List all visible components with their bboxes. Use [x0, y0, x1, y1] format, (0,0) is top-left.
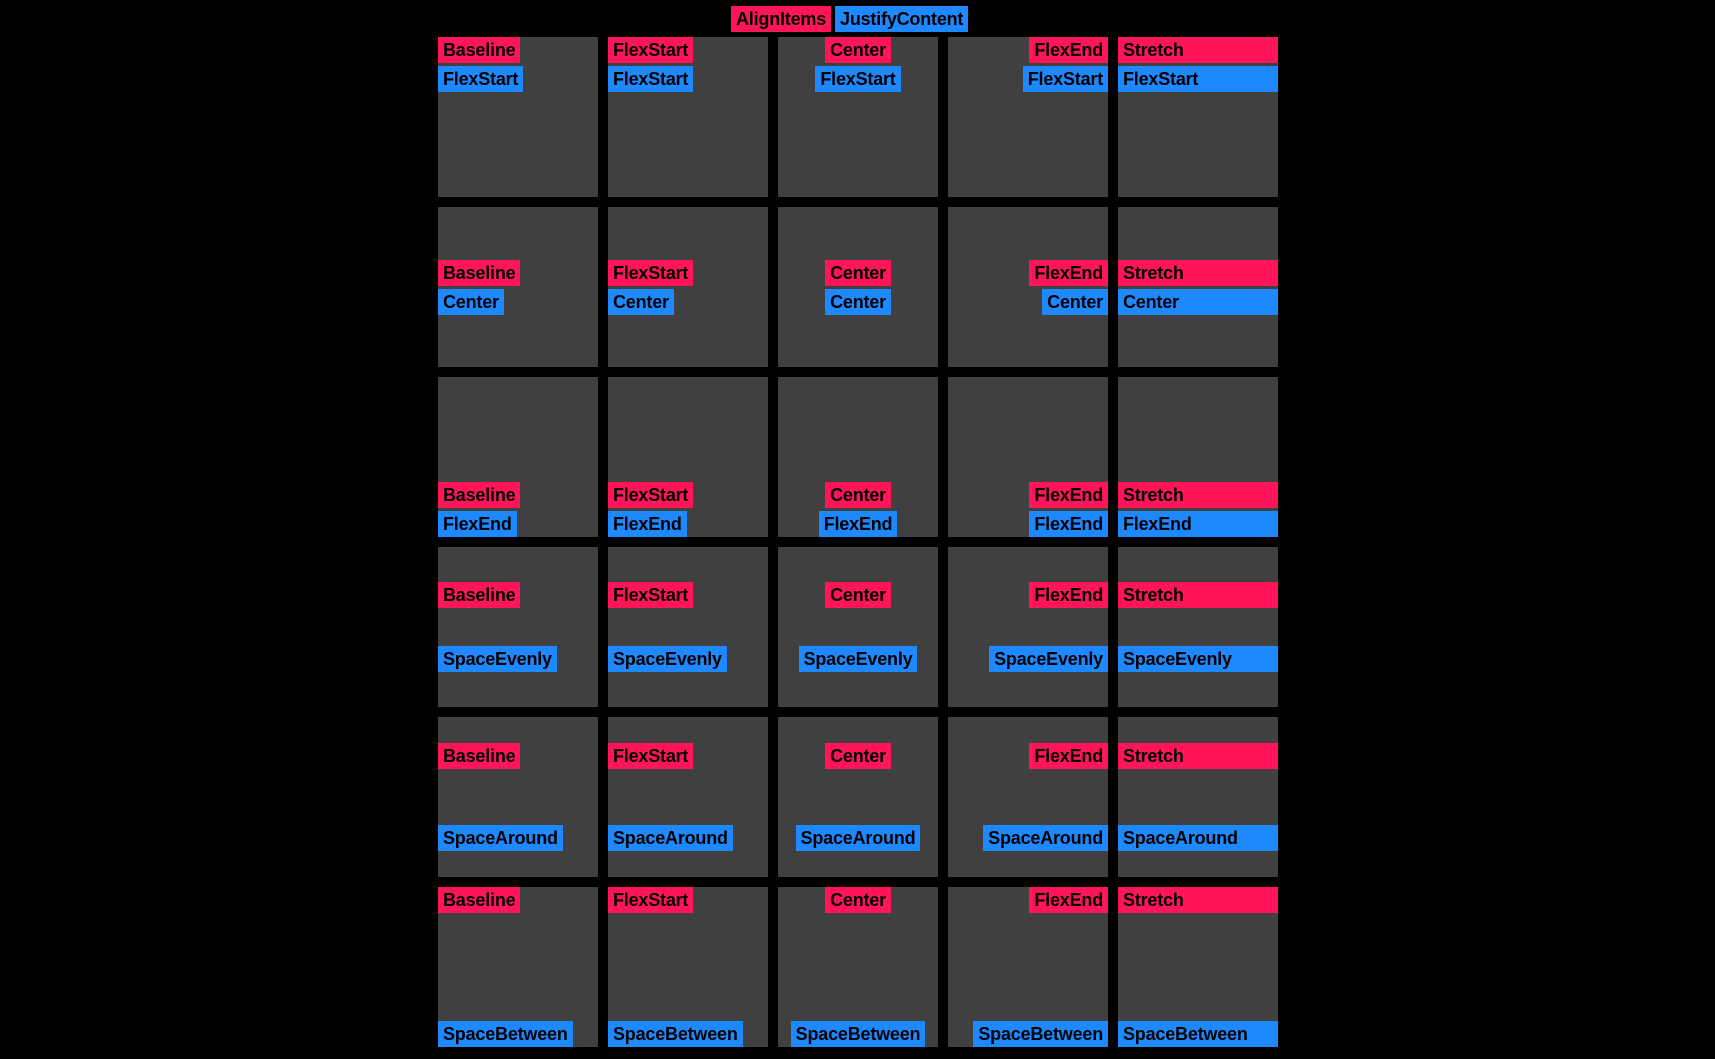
demo-cell: Baseline SpaceAround	[438, 717, 598, 877]
justify-content-label: SpaceBetween	[608, 1021, 743, 1047]
justify-content-label: FlexStart	[608, 66, 694, 92]
legend-align-items: AlignItems	[731, 6, 832, 32]
demo-cell: FlexStart FlexStart	[608, 37, 768, 197]
demo-cell: FlexStart SpaceBetween	[608, 887, 768, 1047]
align-items-label: FlexStart	[608, 887, 694, 913]
align-items-label: Center	[825, 259, 891, 286]
demo-cell: Center Center	[778, 207, 938, 367]
justify-content-label: Center	[1118, 288, 1278, 315]
demo-cell: Stretch SpaceAround	[1118, 717, 1278, 877]
demo-cell: Stretch SpaceBetween	[1118, 887, 1278, 1047]
align-items-label: FlexEnd	[1029, 582, 1108, 608]
align-items-label: FlexStart	[608, 37, 694, 63]
demo-cell: FlexStart SpaceAround	[608, 717, 768, 877]
demo-cell: FlexEnd SpaceEvenly	[948, 547, 1108, 707]
align-items-label: Baseline	[438, 582, 521, 608]
justify-content-label: FlexStart	[438, 66, 524, 92]
align-items-label: Stretch	[1118, 259, 1278, 286]
align-items-label: Center	[825, 582, 891, 608]
demo-cell: Stretch FlexStart	[1118, 37, 1278, 197]
demo-cell: Baseline SpaceEvenly	[438, 547, 598, 707]
demo-cell: FlexEnd FlexEnd	[948, 377, 1108, 537]
demo-cell: Baseline Center	[438, 207, 598, 367]
justify-content-label: SpaceBetween	[790, 1021, 926, 1047]
demo-cell: Center FlexStart	[778, 37, 938, 197]
demo-cell: Center FlexEnd	[778, 377, 938, 537]
align-items-label: FlexEnd	[1029, 482, 1108, 508]
align-items-label: FlexStart	[608, 482, 694, 508]
align-items-label: Center	[825, 482, 891, 508]
align-items-label: Center	[825, 37, 891, 63]
demo-cell: FlexEnd FlexStart	[948, 37, 1108, 197]
demo-cell: Center SpaceBetween	[778, 887, 938, 1047]
justify-content-label: Center	[1042, 288, 1108, 315]
justify-content-label: SpaceAround	[608, 824, 733, 851]
justify-content-label: SpaceAround	[438, 824, 563, 851]
justify-content-label: SpaceAround	[795, 824, 921, 851]
justify-content-label: SpaceEvenly	[438, 646, 557, 672]
demo-cell: Baseline FlexStart	[438, 37, 598, 197]
justify-content-label: FlexStart	[1022, 66, 1108, 92]
align-items-label: Baseline	[438, 482, 521, 508]
justify-content-label: SpaceAround	[1118, 824, 1278, 851]
justify-content-label: FlexEnd	[608, 511, 687, 537]
justify-content-label: SpaceEvenly	[989, 646, 1108, 672]
align-items-label: Baseline	[438, 37, 521, 63]
align-items-label: FlexStart	[608, 582, 694, 608]
demo-cell: FlexStart SpaceEvenly	[608, 547, 768, 707]
demo-cell: Baseline SpaceBetween	[438, 887, 598, 1047]
justify-content-label: Center	[438, 288, 504, 315]
demo-cell: Center SpaceAround	[778, 717, 938, 877]
align-items-label: Stretch	[1118, 582, 1278, 608]
justify-content-label: SpaceEvenly	[608, 646, 727, 672]
legend: AlignItems JustifyContent	[731, 6, 969, 32]
align-items-label: Center	[825, 887, 891, 913]
align-items-label: Stretch	[1118, 743, 1278, 770]
legend-justify-content: JustifyContent	[835, 6, 969, 32]
justify-content-label: Center	[825, 288, 891, 315]
justify-content-label: FlexEnd	[1029, 511, 1108, 537]
align-items-label: Baseline	[438, 887, 521, 913]
justify-content-label: FlexEnd	[818, 511, 898, 537]
demo-cell: FlexStart Center	[608, 207, 768, 367]
align-items-label: Stretch	[1118, 887, 1278, 913]
flex-demo-grid: Baseline FlexStart FlexStart FlexStart Cen…	[438, 37, 1278, 1047]
align-items-label: Baseline	[438, 743, 521, 770]
justify-content-label: SpaceBetween	[973, 1021, 1108, 1047]
demo-cell: FlexEnd Center	[948, 207, 1108, 367]
demo-cell: Stretch Center	[1118, 207, 1278, 367]
demo-cell: FlexStart FlexEnd	[608, 377, 768, 537]
demo-cell: Center SpaceEvenly	[778, 547, 938, 707]
justify-content-label: SpaceBetween	[438, 1021, 573, 1047]
align-items-label: FlexEnd	[1029, 743, 1108, 770]
demo-cell: Baseline FlexEnd	[438, 377, 598, 537]
align-items-label: FlexStart	[608, 743, 694, 770]
justify-content-label: SpaceEvenly	[798, 646, 918, 672]
justify-content-label: SpaceBetween	[1118, 1021, 1278, 1047]
justify-content-label: FlexStart	[1118, 66, 1278, 92]
align-items-label: Baseline	[438, 259, 521, 286]
justify-content-label: FlexStart	[815, 66, 901, 92]
align-items-label: FlexEnd	[1029, 887, 1108, 913]
align-items-label: FlexStart	[608, 259, 694, 286]
justify-content-label: SpaceEvenly	[1118, 646, 1278, 672]
align-items-label: Stretch	[1118, 37, 1278, 63]
align-items-label: FlexEnd	[1029, 37, 1108, 63]
justify-content-label: FlexEnd	[1118, 511, 1278, 537]
align-items-label: FlexEnd	[1029, 259, 1108, 286]
demo-cell: Stretch SpaceEvenly	[1118, 547, 1278, 707]
justify-content-label: FlexEnd	[438, 511, 517, 537]
demo-cell: FlexEnd SpaceAround	[948, 717, 1108, 877]
justify-content-label: SpaceAround	[983, 824, 1108, 851]
demo-cell: FlexEnd SpaceBetween	[948, 887, 1108, 1047]
demo-cell: Stretch FlexEnd	[1118, 377, 1278, 537]
align-items-label: Stretch	[1118, 482, 1278, 508]
align-items-label: Center	[825, 743, 891, 770]
justify-content-label: Center	[608, 288, 674, 315]
